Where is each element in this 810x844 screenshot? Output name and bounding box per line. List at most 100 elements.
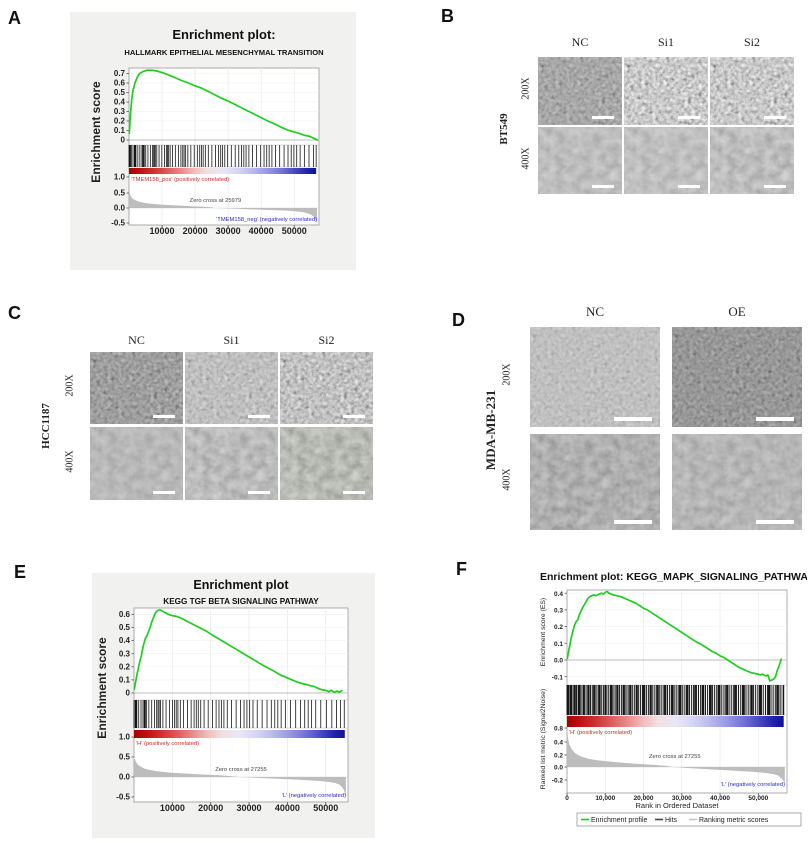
scale-bar [614,520,652,524]
panel-b-micrographs: NC Si1 Si2 BT549 200X 400X [440,0,810,215]
micrograph-MDA-MB-231-200X-NC [530,327,660,427]
rank-tick-label: 0.4 [554,740,563,747]
enrichment-curve [133,608,343,694]
y-axis-label: Enrichment score [95,637,109,739]
scale-bar [592,185,614,188]
es-tick-label: 0.6 [119,610,131,619]
chart-title: Enrichment plot [193,578,289,592]
magnification-label-400X: 400X [64,449,76,473]
rank-tick-label: 0.5 [114,189,126,198]
panel-c-letter: C [8,303,21,323]
x-tick-label: 40,000 [710,795,730,802]
panel-a-gsea-plot: Enrichment plot: HALLMARK EPITHELIAL MESE… [70,12,356,270]
panel-f-letter: F [456,559,467,579]
x-tick-label: 30,000 [672,795,692,802]
positively-correlated-label: 'H' (positively correlated) [136,741,199,747]
scale-bar [592,116,614,119]
gradient-bar [129,168,317,174]
scale-bar [764,185,786,188]
rank-tick-label: 0.0 [119,773,131,782]
x-tick-label: 30000 [237,803,262,813]
gsea-chart-E: Enrichment plot KEGG TGF BETA SIGNALING P… [95,578,349,813]
hits-strip [128,145,317,167]
chart-title: Enrichment plot: [172,27,275,42]
micrograph-HCC1187-400X-Si2 [280,427,373,500]
micrograph-HCC1187-400X-Si1 [185,427,278,500]
scale-bar [343,491,365,494]
es-tick-label: 0.3 [119,649,131,658]
column-header-Si1: Si1 [657,35,674,49]
chart-subtitle: KEGG TGF BETA SIGNALING PATHWAY [163,597,319,606]
es-tick-label: 0.5 [119,623,131,632]
panel-e-letter: E [14,562,27,582]
es-tick-label: 0.3 [114,107,126,116]
panel-b-letter: B [441,6,454,26]
scale-bar [614,417,652,421]
hits-strip [566,685,785,715]
plot-frame [128,67,320,226]
gsea-chart-A: Enrichment plot: HALLMARK EPITHELIAL MESE… [89,27,324,236]
x-tick-label: 10000 [150,226,175,236]
enrichment-curve [566,590,783,682]
rank-metric-area [567,726,785,784]
column-header-NC: NC [585,304,605,319]
column-header-NC: NC [571,35,589,49]
positively-correlated-label: 'TMEM158_pos' (positively correlated) [131,177,229,183]
cell-line-label: MDA-MB-231 [483,389,498,471]
micrograph-HCC1187-200X-NC [90,352,183,424]
rank-tick-label: 0.8 [554,726,563,733]
zero-cross-label: Zero cross at 25979 [190,198,242,204]
x-tick-label: 10,000 [595,795,615,802]
column-header-Si2: Si2 [743,35,760,49]
micrograph-HCC1187-400X-NC [90,427,183,500]
legend-label: Hits [665,817,678,824]
column-header-OE: OE [728,304,746,319]
micrograph-MDA-MB-231-400X-NC [530,434,660,530]
column-header-Si2: Si2 [318,333,335,347]
es-tick-label: 0 [121,136,126,145]
legend-label: Enrichment profile [591,817,648,824]
x-tick-label: 40000 [275,803,300,813]
scale-bar [153,415,175,418]
rank-tick-label: 0.2 [554,753,563,760]
micrograph-HCC1187-200X-Si2 [280,352,373,424]
es-tick-label: 0 [126,689,131,698]
x-tick-label: 10000 [160,803,185,813]
es-tick-label: 0.0 [554,658,563,665]
panel-a-letter: A [8,8,21,28]
magnification-label-400X: 400X [520,146,532,170]
scale-bar [756,520,794,524]
es-tick-label: 0.5 [114,88,126,97]
cell-line-label: BT549 [498,113,510,145]
rank-tick-label: 0.5 [119,753,131,762]
es-tick-label: 0.6 [114,79,126,88]
rank-tick-label: -0.2 [552,778,564,785]
negatively-correlated-label: 'TMEM158_neg' (negatively correlated) [216,217,317,223]
micrograph-HCC1187-200X-Si1 [185,352,278,424]
gsea-chart-F: Enrichment plot: KEGG_MAPK_SIGNALING_PAT… [540,571,807,827]
y-axis-label: Enrichment score [89,81,103,183]
x-tick-label: 50,000 [748,795,768,802]
chart-title: Enrichment plot: KEGG_MAPK_SIGNALING_PAT… [540,571,807,583]
zero-cross-label: Zero cross at 27255 [215,767,267,773]
x-tick-label: 30000 [216,226,241,236]
es-tick-label: 0.1 [119,676,131,685]
scale-bar [678,116,700,119]
x-tick-label: 0 [565,795,569,802]
micrograph-MDA-MB-231-400X-OE [672,434,802,530]
rank-tick-label: 0.0 [554,765,563,772]
es-tick-label: -0.1 [552,674,564,681]
rank-tick-label: -0.5 [111,219,125,228]
panel-e-gsea-plot: Enrichment plot KEGG TGF BETA SIGNALING P… [92,573,375,838]
panel-c-micrographs: NC Si1 Si2 HCC1187 200X 400X [0,300,400,522]
negatively-correlated-label: 'L' (negatively correlated) [721,782,785,788]
x-tick-label: 20000 [183,226,208,236]
scale-bar [756,417,794,421]
micrograph-BT549-400X-Si2 [710,127,794,194]
column-header-NC: NC [128,333,145,347]
panel-d-letter: D [452,310,465,330]
hits-strip [133,700,345,728]
y-axis-label: Enrichment score (ES) [540,598,547,666]
es-tick-label: 0.7 [114,69,126,78]
